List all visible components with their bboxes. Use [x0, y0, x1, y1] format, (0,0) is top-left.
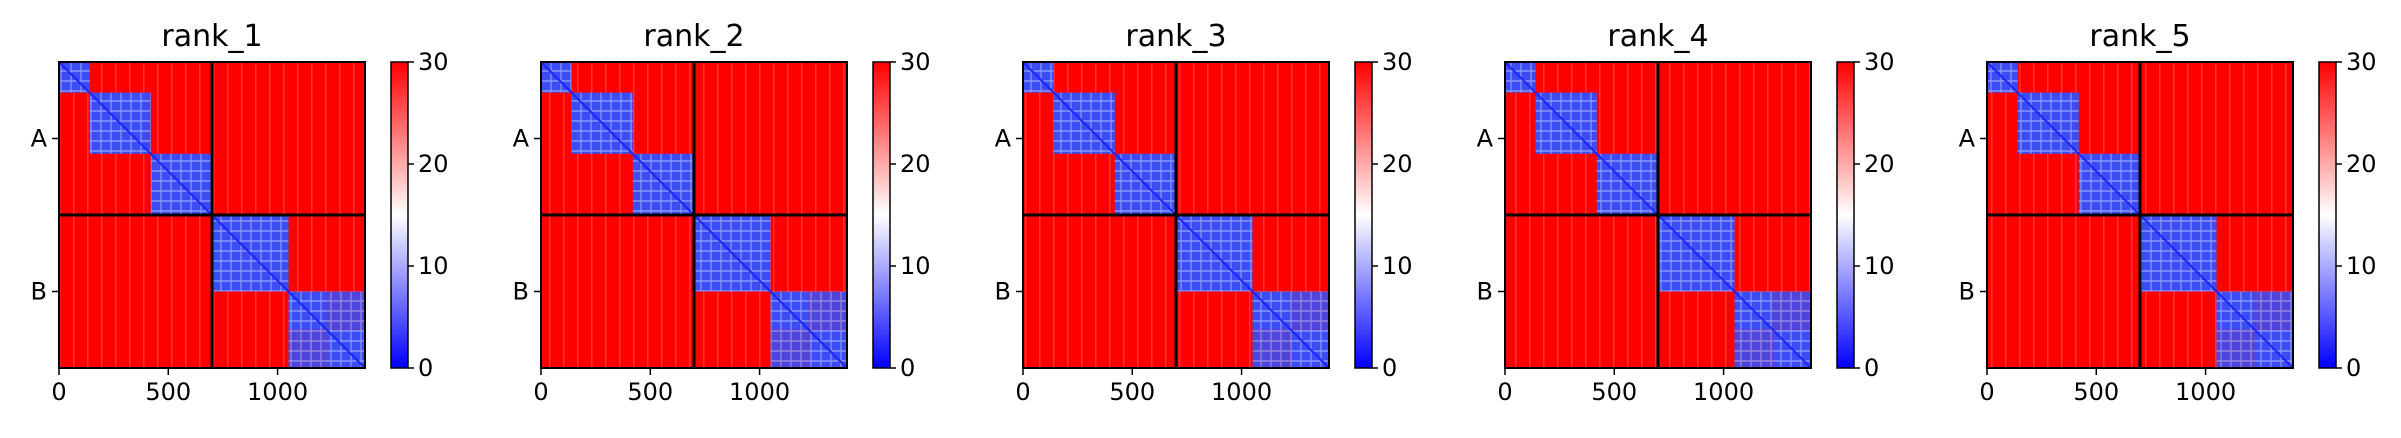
x-tick-label: 1000 — [2175, 378, 2236, 406]
y-tick-label: A — [995, 125, 1012, 153]
x-tick-label: 1000 — [1693, 378, 1754, 406]
colorbar-tick-label: 10 — [2346, 252, 2377, 280]
colorbar-tick-label: 20 — [418, 150, 449, 178]
colorbar-tick-label: 0 — [418, 354, 433, 382]
colorbar-tick-label: 30 — [900, 48, 931, 76]
colorbar-tick-label: 30 — [1864, 48, 1895, 76]
colorbar-frame — [1836, 61, 1855, 369]
heatmap-offblock-2 — [1734, 329, 1773, 368]
x-tick-label: 500 — [1591, 378, 1637, 406]
heatmap-frame — [1022, 61, 1330, 369]
panel-title: rank_4 — [1607, 19, 1708, 54]
colorbar-tick-label: 10 — [418, 252, 449, 280]
colorbar-frame — [1354, 61, 1373, 369]
y-tick-label: A — [1959, 125, 1976, 153]
heatmap-offblock-2 — [288, 329, 327, 368]
panel-title: rank_5 — [2089, 19, 2190, 54]
heatmap-frame — [1986, 61, 2294, 369]
heatmap-frame — [1504, 61, 1812, 369]
x-tick-label: 500 — [2073, 378, 2119, 406]
x-tick-label: 1000 — [1211, 378, 1272, 406]
y-tick-label: A — [31, 125, 48, 153]
panel-2: rank_2 0 500 1000 A B 0 10 20 30 — [513, 19, 931, 406]
x-tick-label: 0 — [533, 378, 548, 406]
panel-4: rank_4 0 500 1000 A B 0 10 20 30 — [1477, 19, 1895, 406]
colorbar-tick-label: 0 — [2346, 354, 2361, 382]
colorbar — [2319, 62, 2336, 368]
colorbar-tick-label: 30 — [1382, 48, 1413, 76]
panel-3: rank_3 0 500 1000 A B 0 10 20 30 — [995, 19, 1413, 406]
colorbar-tick-label: 0 — [1382, 354, 1397, 382]
y-tick-label: B — [1959, 278, 1975, 306]
heatmap-offblock-2 — [2216, 329, 2255, 368]
colorbar — [1355, 62, 1372, 368]
colorbar-tick-label: 20 — [1864, 150, 1895, 178]
y-tick-label: B — [995, 278, 1011, 306]
x-tick-label: 0 — [1497, 378, 1512, 406]
colorbar-frame — [2318, 61, 2337, 369]
x-tick-label: 1000 — [247, 378, 308, 406]
colorbar-tick-label: 20 — [900, 150, 931, 178]
panel-1: rank_1 0 500 1000 A B 0 10 20 30 — [31, 19, 449, 406]
colorbar — [873, 62, 890, 368]
heatmap-offblock-2 — [770, 329, 809, 368]
colorbar-frame — [390, 61, 409, 369]
x-tick-label: 0 — [1015, 378, 1030, 406]
heatmap-offblock-1 — [326, 291, 365, 330]
heatmap-offblock-1 — [1772, 291, 1811, 330]
colorbar-tick-label: 0 — [1864, 354, 1879, 382]
colorbar-tick-label: 30 — [418, 48, 449, 76]
colorbar — [391, 62, 408, 368]
colorbar-tick-label: 10 — [1864, 252, 1895, 280]
panel-title: rank_2 — [643, 19, 744, 54]
y-tick-label: B — [1477, 278, 1493, 306]
colorbar-tick-label: 0 — [900, 354, 915, 382]
colorbar-tick-label: 30 — [2346, 48, 2377, 76]
colorbar — [1837, 62, 1854, 368]
colorbar-tick-label: 20 — [1382, 150, 1413, 178]
heatmap-offblock-2 — [1252, 329, 1291, 368]
x-tick-label: 500 — [627, 378, 673, 406]
y-tick-label: A — [1477, 125, 1494, 153]
heatmap-offblock-1 — [2254, 291, 2293, 330]
colorbar-tick-label: 10 — [900, 252, 931, 280]
x-tick-label: 1000 — [729, 378, 790, 406]
x-tick-label: 500 — [1109, 378, 1155, 406]
heatmap-offblock-1 — [1290, 291, 1329, 330]
colorbar-frame — [872, 61, 891, 369]
y-tick-label: B — [31, 278, 47, 306]
x-tick-label: 0 — [51, 378, 66, 406]
colorbar-tick-label: 20 — [2346, 150, 2377, 178]
heatmap-frame — [540, 61, 848, 369]
y-tick-label: B — [513, 278, 529, 306]
panel-5: rank_5 0 500 1000 A B 0 10 20 30 — [1959, 19, 2377, 406]
colorbar-tick-label: 10 — [1382, 252, 1413, 280]
panel-title: rank_3 — [1125, 19, 1226, 54]
panel-title: rank_1 — [161, 19, 262, 54]
y-tick-label: A — [513, 125, 530, 153]
heatmap-frame — [58, 61, 366, 369]
heatmap-offblock-1 — [808, 291, 847, 330]
x-tick-label: 500 — [145, 378, 191, 406]
x-tick-label: 0 — [1979, 378, 1994, 406]
